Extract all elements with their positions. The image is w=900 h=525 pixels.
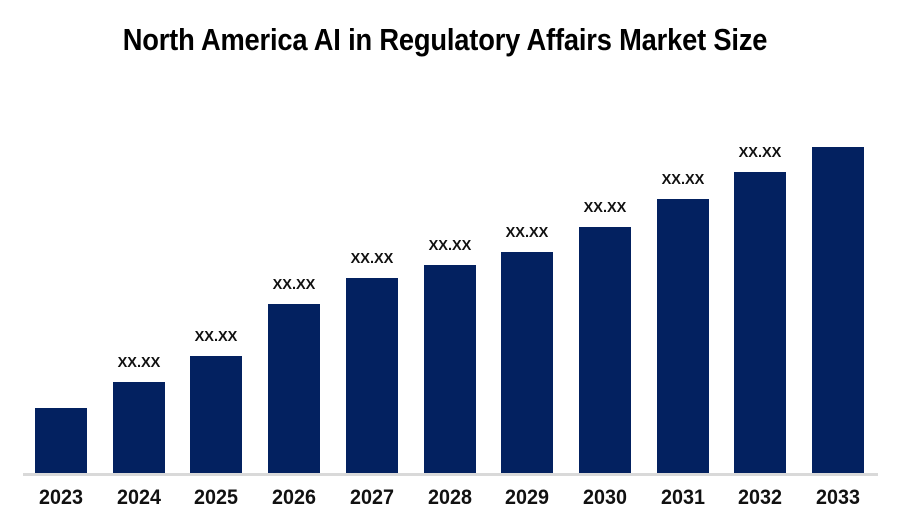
bar-2024 [113,382,165,474]
bar-column-2031: XX.XX 2031 [657,0,709,525]
x-axis-label-2024: 2024 [117,486,161,509]
bar-2030 [579,227,631,474]
bar-value-label-2028: XX.XX [428,238,472,254]
x-axis-label-2028: 2028 [428,486,472,509]
bar-value-label-2027: XX.XX [350,251,394,267]
x-axis-label-2025: 2025 [194,486,238,509]
x-axis-label-2026: 2026 [272,486,316,509]
x-axis-label-2023: 2023 [39,486,83,509]
x-axis-label-2032: 2032 [738,486,782,509]
bar-value-label-2026: XX.XX [272,277,316,293]
chart-title: North America AI in Regulatory Affairs M… [122,22,768,57]
bar-2033 [812,147,864,474]
bar-2027 [346,278,398,474]
bar-2029 [501,252,553,474]
bar-value-label-2031: XX.XX [661,172,705,188]
bar-2026 [268,304,320,474]
bar-value-label-2029: XX.XX [505,225,549,241]
bar-column-2026: XX.XX 2026 [268,0,320,525]
bar-column-2029: XX.XX 2029 [501,0,553,525]
bar-2031 [657,199,709,474]
bar-2025 [190,356,242,474]
x-axis-label-2029: 2029 [505,486,549,509]
x-axis-line [23,473,878,476]
bar-column-2025: XX.XX 2025 [190,0,242,525]
bar-column-2027: XX.XX 2027 [346,0,398,525]
x-axis-label-2031: 2031 [661,486,705,509]
bar-column-2028: XX.XX 2028 [424,0,476,525]
bar-value-label-2025: XX.XX [194,329,238,345]
bar-column-2024: XX.XX 2024 [113,0,165,525]
bar-value-label-2032: XX.XX [738,145,782,161]
x-axis-label-2027: 2027 [350,486,394,509]
bar-column-2023: 2023 [35,0,87,525]
bar-column-2032: XX.XX 2032 [734,0,786,525]
bar-value-label-2024: XX.XX [117,355,161,371]
bar-2023 [35,408,87,474]
bar-2028 [424,265,476,474]
x-axis-label-2033: 2033 [816,486,860,509]
x-axis-label-2030: 2030 [583,486,627,509]
bar-value-label-2030: XX.XX [583,200,627,216]
bar-column-2030: XX.XX 2030 [579,0,631,525]
bar-2032 [734,172,786,474]
bar-column-2033: 2033 [812,0,864,525]
